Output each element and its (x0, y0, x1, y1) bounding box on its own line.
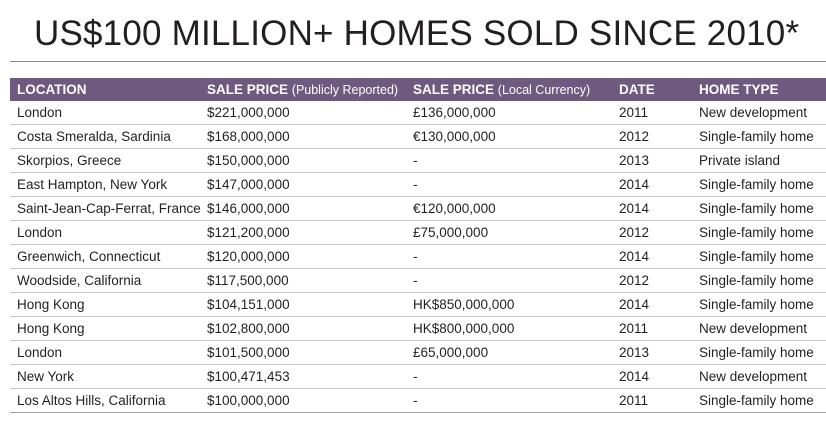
cell-sale-price-local: - (406, 148, 612, 173)
cell-home-type: Single-family home (692, 292, 826, 317)
table-row: East Hampton, New York $147,000,000 - 20… (10, 172, 826, 197)
cell-sale-price-usd: $100,471,453 (200, 364, 406, 389)
header-sale-price-usd-label: SALE PRICE (207, 82, 289, 97)
cell-sale-price-usd: $221,000,000 (200, 101, 406, 125)
table-row: Costa Smeralda, Sardinia $168,000,000 €1… (10, 124, 826, 149)
cell-home-type: Single-family home (692, 172, 826, 197)
cell-date: 2012 (612, 124, 692, 149)
cell-sale-price-usd: $147,000,000 (200, 172, 406, 197)
cell-sale-price-local: - (406, 244, 612, 269)
header-location-label: LOCATION (17, 82, 87, 97)
cell-date: 2011 (612, 101, 692, 125)
cell-home-type: Single-family home (692, 244, 826, 269)
cell-sale-price-usd: $150,000,000 (200, 148, 406, 173)
cell-home-type: Single-family home (692, 196, 826, 221)
cell-sale-price-usd: $102,800,000 (200, 316, 406, 341)
cell-location: London (10, 101, 200, 125)
cell-location: New York (10, 364, 200, 389)
title-divider (10, 61, 826, 62)
table-row: Saint-Jean-Cap-Ferrat, France $146,000,0… (10, 196, 826, 221)
cell-date: 2014 (612, 196, 692, 221)
header-date: DATE (612, 78, 692, 101)
cell-date: 2014 (612, 172, 692, 197)
cell-date: 2011 (612, 388, 692, 413)
cell-date: 2014 (612, 244, 692, 269)
cell-location: Los Altos Hills, California (10, 388, 200, 413)
cell-sale-price-usd: $101,500,000 (200, 340, 406, 365)
cell-sale-price-local: £65,000,000 (406, 340, 612, 365)
cell-home-type: New development (692, 364, 826, 389)
cell-location: Saint-Jean-Cap-Ferrat, France (10, 196, 201, 221)
cell-home-type: Single-family home (692, 220, 826, 245)
cell-location: Costa Smeralda, Sardinia (10, 124, 200, 149)
header-sale-price-local: SALE PRICE (Local Currency) (406, 78, 612, 101)
cell-sale-price-usd: $117,500,000 (200, 268, 406, 293)
homes-sold-table: LOCATION SALE PRICE (Publicly Reported) … (10, 78, 826, 413)
header-location: LOCATION (10, 78, 200, 101)
cell-location: London (10, 340, 200, 365)
cell-sale-price-local: HK$850,000,000 (406, 292, 612, 317)
header-sale-price-local-sublabel: (Local Currency) (497, 83, 591, 97)
cell-home-type: Private island (692, 148, 826, 173)
table-row: London $121,200,000 £75,000,000 2012 Sin… (10, 220, 826, 245)
cell-home-type: Single-family home (692, 340, 826, 365)
cell-date: 2012 (612, 268, 692, 293)
cell-home-type: New development (692, 101, 826, 125)
cell-home-type: New development (692, 316, 826, 341)
cell-sale-price-usd: $121,200,000 (200, 220, 406, 245)
cell-sale-price-usd: $100,000,000 (200, 388, 406, 413)
cell-home-type: Single-family home (692, 124, 826, 149)
cell-sale-price-local: - (406, 268, 612, 293)
cell-location: Woodside, California (10, 268, 200, 293)
table-row: Hong Kong $102,800,000 HK$800,000,000 20… (10, 316, 826, 341)
table-row: London $221,000,000 £136,000,000 2011 Ne… (10, 101, 826, 125)
cell-date: 2011 (612, 316, 692, 341)
cell-location: Greenwich, Connecticut (10, 244, 200, 269)
header-sale-price-usd: SALE PRICE (Publicly Reported) (200, 78, 406, 101)
cell-sale-price-local: €130,000,000 (406, 124, 612, 149)
cell-sale-price-local: £75,000,000 (406, 220, 612, 245)
header-sale-price-local-label: SALE PRICE (413, 82, 495, 97)
page-title: US$100 MILLION+ HOMES SOLD SINCE 2010* (34, 14, 800, 53)
cell-sale-price-usd: $120,000,000 (200, 244, 406, 269)
cell-location: East Hampton, New York (10, 172, 200, 197)
cell-date: 2012 (612, 220, 692, 245)
header-sale-price-usd-sublabel: (Publicly Reported) (291, 83, 399, 97)
table-row: Skorpios, Greece $150,000,000 - 2013 Pri… (10, 148, 826, 173)
cell-home-type: Single-family home (692, 268, 826, 293)
table-row: Woodside, California $117,500,000 - 2012… (10, 268, 826, 293)
cell-date: 2014 (612, 292, 692, 317)
cell-sale-price-local: HK$800,000,000 (406, 316, 612, 341)
cell-location: Hong Kong (10, 316, 200, 341)
cell-location: Hong Kong (10, 292, 200, 317)
cell-date: 2013 (612, 340, 692, 365)
cell-date: 2013 (612, 148, 692, 173)
header-home-type: HOME TYPE (692, 78, 826, 101)
table-header-row: LOCATION SALE PRICE (Publicly Reported) … (10, 78, 826, 101)
cell-sale-price-local: - (406, 172, 612, 197)
cell-sale-price-usd: $146,000,000 (200, 196, 406, 221)
table-row: London $101,500,000 £65,000,000 2013 Sin… (10, 340, 826, 365)
cell-date: 2014 (612, 364, 692, 389)
cell-sale-price-usd: $104,151,000 (200, 292, 406, 317)
table-row: Greenwich, Connecticut $120,000,000 - 20… (10, 244, 826, 269)
table-row: New York $100,471,453 - 2014 New develop… (10, 364, 826, 389)
cell-location: London (10, 220, 200, 245)
cell-sale-price-local: £136,000,000 (406, 101, 612, 125)
table-row: Los Altos Hills, California $100,000,000… (10, 388, 826, 413)
cell-sale-price-local: €120,000,000 (406, 196, 612, 221)
cell-sale-price-usd: $168,000,000 (200, 124, 406, 149)
header-date-label: DATE (619, 82, 655, 97)
cell-sale-price-local: - (406, 364, 612, 389)
cell-location: Skorpios, Greece (10, 148, 200, 173)
cell-home-type: Single-family home (692, 388, 826, 413)
table-row: Hong Kong $104,151,000 HK$850,000,000 20… (10, 292, 826, 317)
header-home-type-label: HOME TYPE (699, 82, 779, 97)
cell-sale-price-local: - (406, 388, 612, 413)
